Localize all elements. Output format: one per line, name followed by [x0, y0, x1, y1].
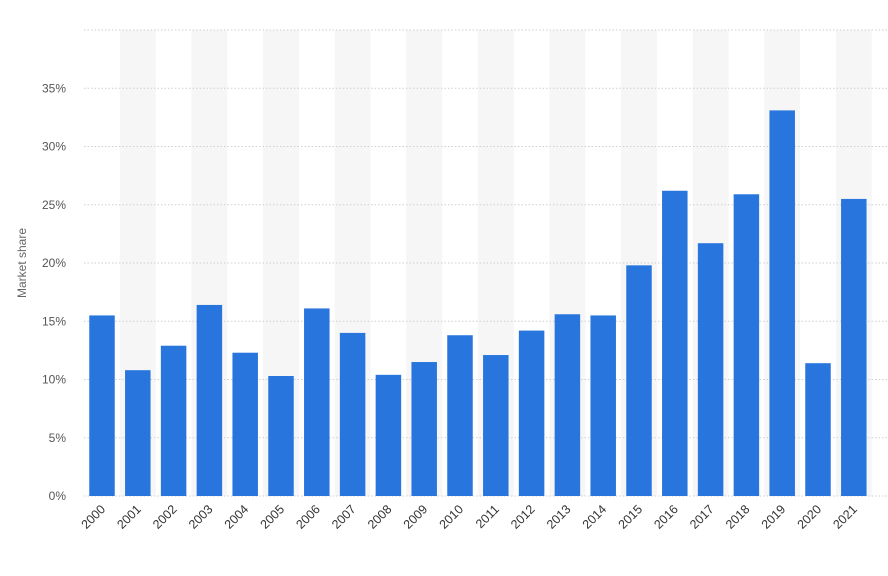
y-tick-label: 35%	[42, 81, 66, 95]
x-tick-label: 2010	[437, 502, 467, 532]
y-tick-label: 30%	[42, 140, 66, 154]
y-axis-title: Market share	[15, 228, 29, 298]
x-tick-label: 2009	[401, 502, 431, 532]
x-tick-label: 2011	[473, 502, 502, 531]
bar-2012[interactable]	[518, 330, 545, 496]
bar-2019[interactable]	[769, 110, 795, 496]
bar-2020[interactable]	[805, 363, 831, 496]
x-tick-label: 2000	[79, 502, 109, 532]
bar-2002[interactable]	[160, 345, 187, 496]
y-tick-label: 20%	[42, 256, 66, 270]
x-tick-label: 2016	[651, 502, 681, 532]
bars	[89, 110, 867, 497]
bar-2010[interactable]	[447, 335, 473, 496]
x-axis-ticks: 2000 2001 2002 2003 2004 2005 2006 2007 2008 2009…	[79, 502, 860, 532]
x-tick-label: 2008	[365, 502, 395, 532]
x-tick-label: 2003	[186, 502, 216, 532]
bar-2000[interactable]	[89, 315, 115, 496]
bar-2013[interactable]	[554, 314, 581, 496]
x-tick-label: 2001	[114, 502, 144, 532]
bar-2017[interactable]	[697, 243, 724, 496]
x-tick-label: 2012	[508, 502, 538, 532]
bar-2004[interactable]	[232, 352, 258, 496]
bar-2011[interactable]	[483, 355, 509, 496]
y-tick-label: 5%	[49, 431, 67, 445]
x-tick-label: 2013	[544, 502, 574, 532]
x-tick-label: 2002	[150, 502, 180, 532]
y-tick-label: 10%	[42, 373, 66, 387]
x-tick-label: 2004	[222, 502, 252, 532]
x-tick-label: 2021	[830, 502, 860, 532]
x-tick-label: 2014	[580, 502, 610, 532]
x-tick-label: 2018	[723, 502, 753, 532]
bar-2016[interactable]	[662, 190, 688, 496]
x-tick-label: 2017	[687, 502, 717, 532]
x-tick-label: 2007	[329, 502, 359, 532]
y-axis-ticks: 0% 5% 10% 15% 20% 25% 30% 35%	[42, 81, 66, 503]
bar-2001[interactable]	[125, 370, 151, 496]
bar-2008[interactable]	[375, 374, 402, 496]
bar-2009[interactable]	[411, 362, 437, 496]
bar-2018[interactable]	[733, 194, 760, 496]
bar-2006[interactable]	[304, 308, 330, 496]
bar-2014[interactable]	[590, 315, 616, 496]
x-tick-label: 2005	[258, 502, 288, 532]
bar-2007[interactable]	[339, 332, 366, 496]
x-tick-label: 2019	[759, 502, 789, 532]
y-tick-label: 0%	[49, 489, 67, 503]
y-tick-label: 15%	[42, 314, 66, 328]
bar-2015[interactable]	[626, 265, 652, 496]
x-tick-label: 2020	[795, 502, 825, 532]
bar-2005[interactable]	[268, 376, 294, 496]
bar-2003[interactable]	[196, 304, 223, 496]
bar-2021[interactable]	[841, 198, 867, 497]
y-tick-label: 25%	[42, 198, 66, 212]
x-tick-label: 2006	[293, 502, 323, 532]
x-tick-label: 2015	[616, 502, 646, 532]
